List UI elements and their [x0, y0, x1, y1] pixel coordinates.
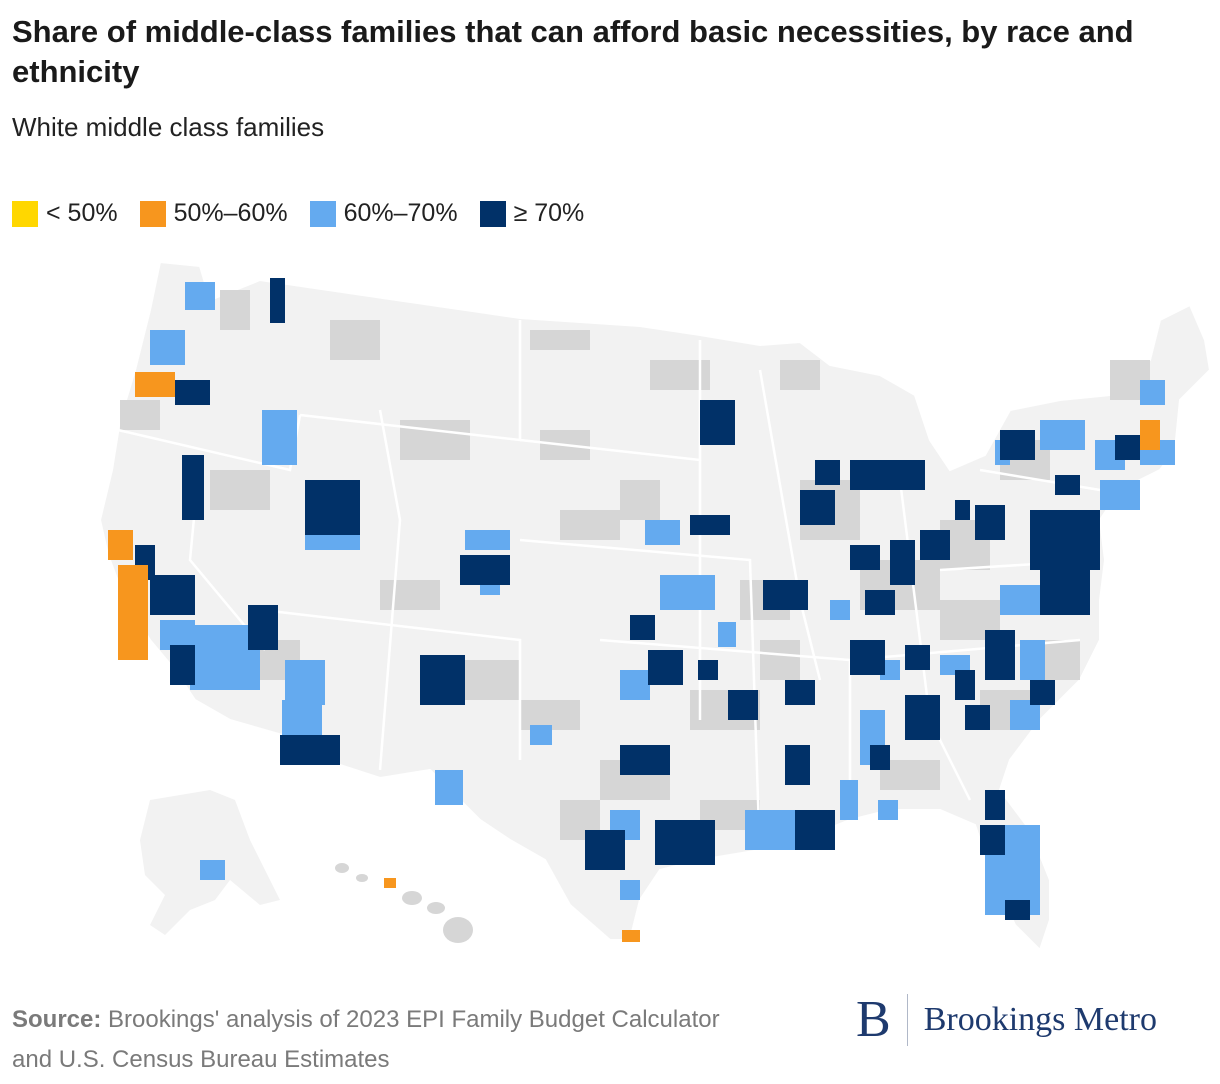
regions-50-60: [108, 372, 1160, 942]
legend-swatch-light-blue: [309, 200, 336, 227]
chart-subtitle: White middle class families: [12, 112, 325, 142]
legend-item-70-plus: ≥ 70%: [479, 199, 585, 228]
legend-swatch-orange: [139, 200, 166, 227]
regions-70-plus: [135, 278, 1140, 920]
chart-title: Share of middle-class families that can …: [12, 14, 1134, 89]
legend-label: 60%–70%: [343, 199, 458, 227]
brand-divider: [906, 994, 908, 1046]
source-text: Brookings' analysis of 2023 EPI Family B…: [12, 1006, 720, 1073]
source-note: Source: Brookings' analysis of 2023 EPI …: [12, 1000, 732, 1080]
legend-item-60-70: 60%–70%: [309, 199, 458, 228]
legend-item-50-60: 50%–60%: [139, 199, 288, 228]
hawaii-islands: [335, 863, 473, 943]
legend-swatch-navy: [479, 200, 506, 227]
legend-label: ≥ 70%: [513, 199, 585, 227]
legend-label: 50%–60%: [173, 199, 288, 227]
brand-name: Brookings Metro: [923, 1001, 1157, 1038]
brand-mark: B: [856, 991, 891, 1048]
source-label: Source:: [12, 1006, 102, 1033]
us-county-map: [98, 260, 1212, 952]
legend-label: < 50%: [46, 199, 118, 227]
legend-swatch-yellow: [12, 200, 38, 227]
legend: < 50% 50%–60% 60%–70% ≥ 70%: [12, 199, 606, 228]
legend-item-below-50: < 50%: [12, 199, 118, 228]
brookings-metro-logo: B Brookings Metro: [856, 990, 1157, 1050]
